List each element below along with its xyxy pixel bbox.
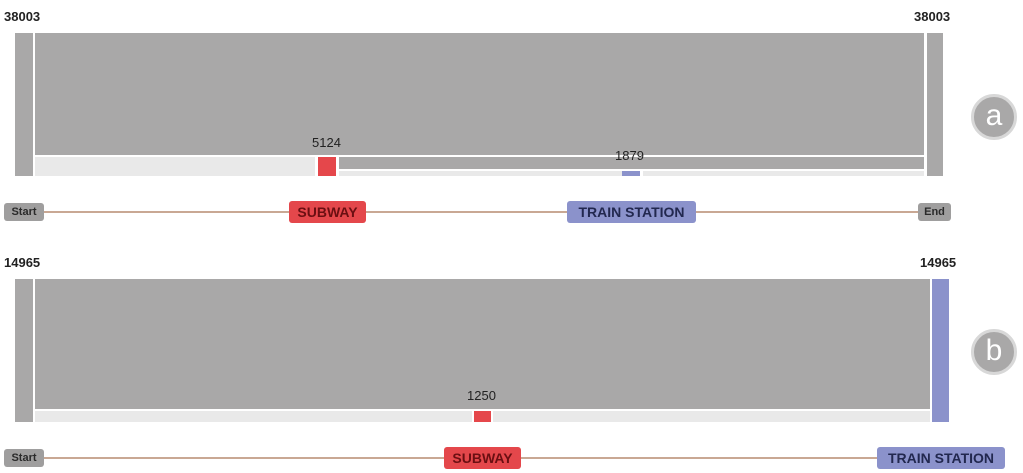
panel-b-start-node: Start bbox=[4, 449, 44, 467]
panel-a-main-flow bbox=[35, 33, 924, 155]
panel-a-train-station-node: TRAIN STATION bbox=[567, 201, 696, 223]
panel-a-start-bar bbox=[15, 33, 33, 176]
panel-b-train-station-end-bar bbox=[932, 279, 949, 422]
panel-a-sequence-line bbox=[42, 211, 950, 213]
panel-b-subway-bar bbox=[474, 411, 491, 422]
panel-b-flow-after-subway bbox=[493, 411, 930, 422]
panel-a-flow-after-subway bbox=[339, 157, 924, 169]
panel-b-start-bar bbox=[15, 279, 33, 422]
panel-b-main-flow bbox=[35, 279, 930, 409]
panel-a-train-station-count: 1879 bbox=[615, 148, 644, 163]
panel-b-end-count: 14965 bbox=[920, 255, 957, 270]
panel-a-flow-to-train bbox=[339, 171, 622, 176]
panel-a-label: a bbox=[971, 94, 1017, 140]
panel-a-end-bar bbox=[927, 33, 943, 176]
panel-b-label: b bbox=[971, 329, 1017, 375]
panel-a-start-node: Start bbox=[4, 203, 44, 221]
panel-b-train-station-node: TRAIN STATION bbox=[877, 447, 1005, 469]
panel-b-subway-node: SUBWAY bbox=[444, 447, 521, 469]
panel-a-train-station-bar bbox=[622, 171, 640, 176]
panel-a-flow-after-train bbox=[643, 171, 924, 176]
panel-a-subway-count: 5124 bbox=[312, 135, 341, 150]
panel-a-end-node: End bbox=[918, 203, 951, 221]
panel-a-subway-bar bbox=[318, 157, 336, 176]
panel-a-flow-to-subway bbox=[35, 157, 315, 176]
panel-a-subway-node: SUBWAY bbox=[289, 201, 366, 223]
panel-a-end-count: 38003 bbox=[914, 9, 951, 24]
panel-a-start-count: 38003 bbox=[4, 9, 41, 24]
panel-b-start-count: 14965 bbox=[4, 255, 41, 270]
panel-b-subway-count: 1250 bbox=[467, 388, 496, 403]
panel-b-flow-to-subway bbox=[35, 411, 472, 422]
